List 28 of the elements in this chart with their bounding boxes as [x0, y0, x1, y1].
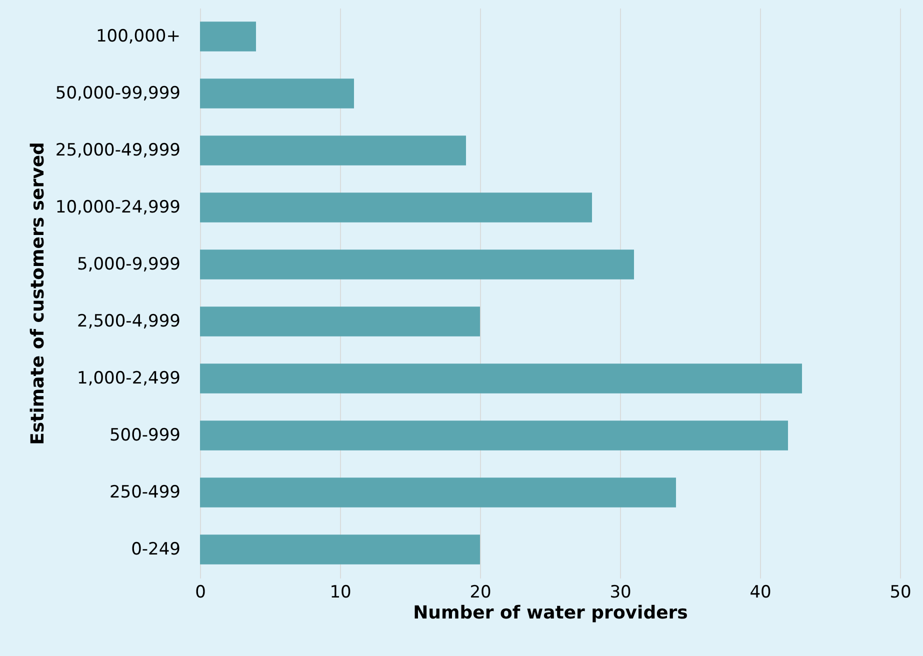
bar — [200, 192, 592, 222]
bar — [200, 22, 256, 52]
y-tick-label: 25,000-49,999 — [55, 140, 180, 160]
bar — [200, 78, 354, 108]
y-tick-label: 1,000-2,499 — [77, 368, 180, 388]
x-tick-label: 10 — [330, 582, 352, 602]
x-tick-label: 20 — [470, 582, 492, 602]
y-tick-label: 50,000-99,999 — [55, 84, 180, 104]
bar — [200, 534, 480, 564]
y-tick-label: 10,000-24,999 — [55, 198, 180, 218]
bar — [200, 364, 802, 394]
bar — [200, 478, 676, 508]
bar — [200, 136, 466, 166]
y-tick-label: 500-999 — [109, 426, 180, 446]
y-tick-label: 5,000-9,999 — [77, 254, 180, 274]
x-tick-label: 0 — [195, 582, 206, 602]
bar — [200, 250, 634, 280]
y-tick-label: 250-499 — [109, 482, 180, 502]
bar — [200, 420, 788, 450]
y-tick-label: 0-249 — [131, 540, 180, 560]
bar — [200, 306, 480, 336]
x-tick-label: 30 — [610, 582, 632, 602]
y-tick-label: 100,000+ — [96, 26, 180, 46]
y-tick-label: 2,500-4,999 — [77, 312, 180, 332]
y-axis-title: Estimate of customers served — [27, 142, 48, 445]
x-tick-label: 50 — [890, 582, 912, 602]
x-axis-title: Number of water providers — [413, 602, 688, 624]
x-tick-label: 40 — [750, 582, 772, 602]
